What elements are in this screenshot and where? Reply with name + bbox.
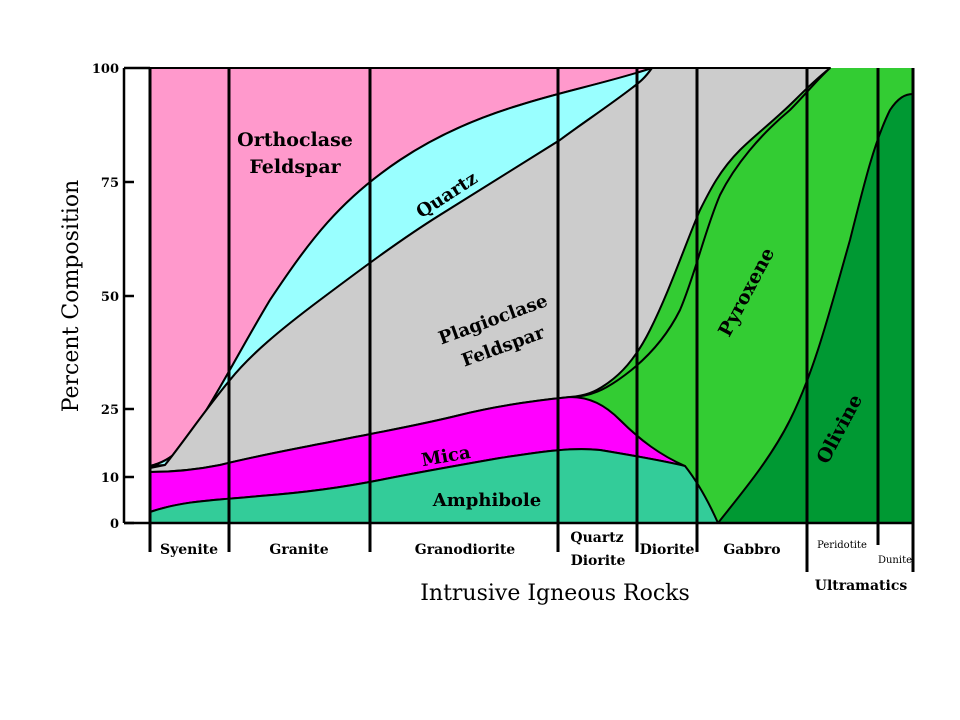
rock-labels: Syenite Granite Granodiorite Quartz Dior… — [160, 530, 912, 594]
y-tick-label-75: 75 — [101, 176, 119, 191]
rock-label-peridotite: Peridotite — [817, 540, 867, 551]
mineral-regions — [149, 67, 914, 524]
x-axis-title: Intrusive Igneous Rocks — [420, 581, 690, 606]
amphibole-label: Amphibole — [432, 490, 541, 511]
rock-label-ultramafics: Ultramatics — [815, 578, 908, 594]
y-axis-title: Percent Composition — [59, 180, 84, 413]
y-tick-label-50: 50 — [101, 290, 119, 305]
rock-label-gabbro: Gabbro — [723, 542, 780, 558]
pyroxene-boundary-line — [569, 67, 831, 398]
orthoclase-label-line2: Feldspar — [249, 156, 341, 178]
rock-label-granite: Granite — [269, 542, 328, 558]
y-tick-label-25: 25 — [101, 403, 119, 418]
amphibole-region — [149, 448, 719, 524]
rock-label-quartz-diorite-line1: Quartz — [570, 530, 623, 546]
y-tick-label-0: 0 — [110, 517, 119, 532]
rock-label-granodiorite: Granodiorite — [415, 542, 516, 558]
rock-label-quartz-diorite-line2: Diorite — [571, 553, 626, 569]
olivine-region — [717, 93, 914, 524]
y-tick-labels: 100 75 50 25 10 0 — [92, 62, 119, 532]
rock-label-dunite: Dunite — [878, 555, 912, 566]
rock-label-syenite: Syenite — [160, 542, 218, 558]
rock-label-diorite: Diorite — [640, 542, 695, 558]
axes — [122, 66, 913, 525]
orthoclase-label-line1: Orthoclase — [237, 129, 353, 151]
y-tick-label-100: 100 — [92, 62, 119, 77]
y-tick-label-10: 10 — [101, 471, 119, 486]
rock-divider-lines — [148, 68, 915, 572]
